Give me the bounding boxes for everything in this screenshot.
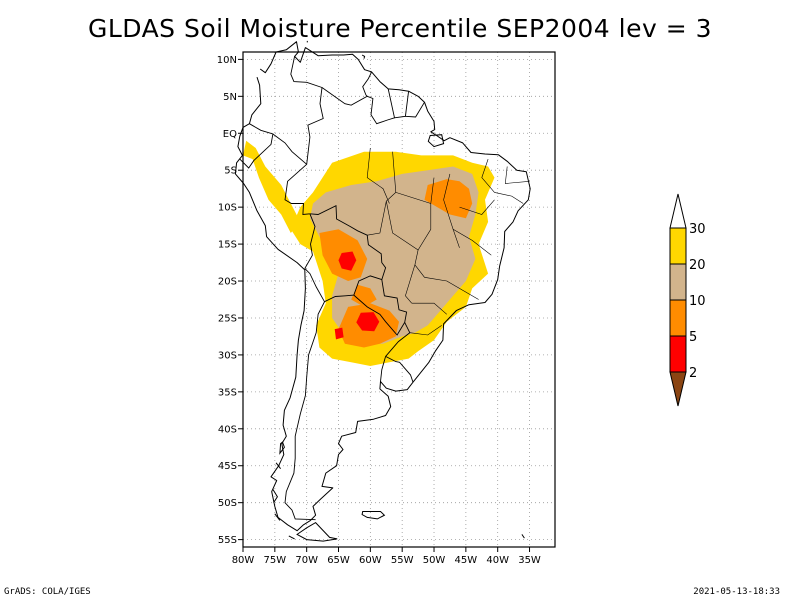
y-tick-label: 5N bbox=[223, 92, 237, 103]
x-tick-label: 40W bbox=[486, 555, 509, 566]
coastlines-and-borders bbox=[234, 40, 531, 542]
legend-level-label: 20 bbox=[689, 258, 706, 273]
legend-level-label: 30 bbox=[689, 222, 706, 237]
class-20-30-andes bbox=[243, 140, 301, 233]
y-tick-label: EQ bbox=[223, 129, 237, 140]
y-tick-label: 45S bbox=[218, 461, 237, 472]
x-tick-label: 50W bbox=[423, 555, 446, 566]
class-5-10-northeast bbox=[424, 179, 473, 219]
national-border bbox=[284, 163, 310, 216]
axis-ticks: 80W 75W 70W 65W 60W 55W 50W 45W 40W 35W 10N 5N EQ 5S 1… bbox=[217, 55, 541, 566]
class-20-30-north bbox=[370, 153, 396, 166]
legend-bin-5-10 bbox=[669, 299, 687, 337]
state-border bbox=[409, 325, 442, 336]
state-border bbox=[411, 302, 447, 315]
state-border bbox=[459, 199, 495, 215]
state-border bbox=[504, 166, 530, 184]
y-tick-label: 25S bbox=[218, 313, 237, 324]
state-border bbox=[414, 264, 479, 300]
y-tick-label: 10N bbox=[217, 55, 237, 66]
national-border bbox=[353, 294, 406, 336]
national-border bbox=[309, 204, 387, 280]
legend-level-label: 5 bbox=[689, 330, 697, 345]
x-tick-label: 55W bbox=[391, 555, 414, 566]
marajo-island bbox=[427, 134, 445, 148]
y-tick-label: 15S bbox=[218, 240, 237, 251]
state-border bbox=[481, 159, 495, 193]
class-2-5-bolivia bbox=[338, 251, 357, 271]
national-border bbox=[290, 56, 324, 165]
y-tick-label: 20S bbox=[218, 277, 237, 288]
national-border bbox=[304, 213, 316, 269]
state-border bbox=[405, 264, 416, 304]
coastal-islet bbox=[272, 489, 278, 503]
national-border bbox=[239, 123, 274, 169]
continent-coastline bbox=[234, 41, 531, 532]
legend-bin-lt2 bbox=[669, 371, 687, 407]
state-border bbox=[414, 177, 435, 265]
state-border bbox=[443, 173, 460, 248]
state-border bbox=[452, 229, 492, 256]
class-5-10-chaco-north bbox=[351, 284, 377, 307]
falkland-islands bbox=[361, 511, 386, 520]
small-island bbox=[361, 54, 366, 59]
national-border bbox=[385, 322, 411, 357]
y-tick-label: 55S bbox=[218, 535, 237, 546]
coastal-islet bbox=[288, 535, 295, 540]
national-border bbox=[367, 88, 396, 125]
x-tick-label: 65W bbox=[327, 555, 350, 566]
state-border bbox=[366, 147, 390, 204]
state-border bbox=[386, 201, 419, 251]
legend-bin-gt30 bbox=[669, 193, 687, 229]
coastal-islet bbox=[274, 513, 281, 521]
national-border bbox=[284, 268, 326, 521]
x-tick-label: 75W bbox=[264, 555, 287, 566]
legend-bin-2-5 bbox=[669, 335, 687, 373]
y-tick-label: 35S bbox=[218, 387, 237, 398]
small-island bbox=[521, 534, 525, 539]
class-2-5-argentina bbox=[334, 327, 344, 340]
national-border bbox=[272, 133, 307, 165]
state-border bbox=[494, 192, 524, 204]
tierra-del-fuego bbox=[296, 521, 338, 542]
x-tick-label: 45W bbox=[455, 555, 478, 566]
class-2-5-paraguay bbox=[356, 312, 380, 332]
footer-left: GrADS: COLA/IGES bbox=[4, 587, 91, 597]
legend-level-label: 2 bbox=[689, 366, 697, 381]
soil-moisture-field bbox=[243, 140, 495, 366]
national-border bbox=[380, 356, 387, 382]
chiloe-island bbox=[279, 441, 285, 455]
x-tick-label: 80W bbox=[232, 555, 255, 566]
legend-bin-20-30 bbox=[669, 227, 687, 265]
national-border bbox=[321, 71, 373, 106]
national-border bbox=[385, 355, 414, 383]
map-title: GLDAS Soil Moisture Percentile SEP2004 l… bbox=[87, 14, 713, 43]
y-tick-label: 5S bbox=[224, 166, 237, 177]
legend-level-label: 10 bbox=[689, 294, 706, 309]
legend-bin-10-20 bbox=[669, 263, 687, 301]
national-border bbox=[405, 101, 425, 118]
coastal-islet bbox=[275, 462, 281, 470]
state-border bbox=[395, 192, 431, 204]
map-frame bbox=[242, 51, 556, 548]
y-tick-label: 40S bbox=[218, 424, 237, 435]
national-border bbox=[394, 91, 410, 119]
y-tick-label: 50S bbox=[218, 498, 237, 509]
national-border bbox=[381, 279, 408, 323]
x-tick-label: 70W bbox=[295, 555, 318, 566]
color-legend: 30 20 10 5 2 bbox=[669, 193, 706, 407]
y-tick-label: 10S bbox=[218, 203, 237, 214]
x-tick-label: 35W bbox=[518, 555, 541, 566]
x-tick-label: 60W bbox=[359, 555, 382, 566]
y-tick-label: 30S bbox=[218, 350, 237, 361]
footer-right: 2021-05-13-18:33 bbox=[693, 587, 780, 597]
